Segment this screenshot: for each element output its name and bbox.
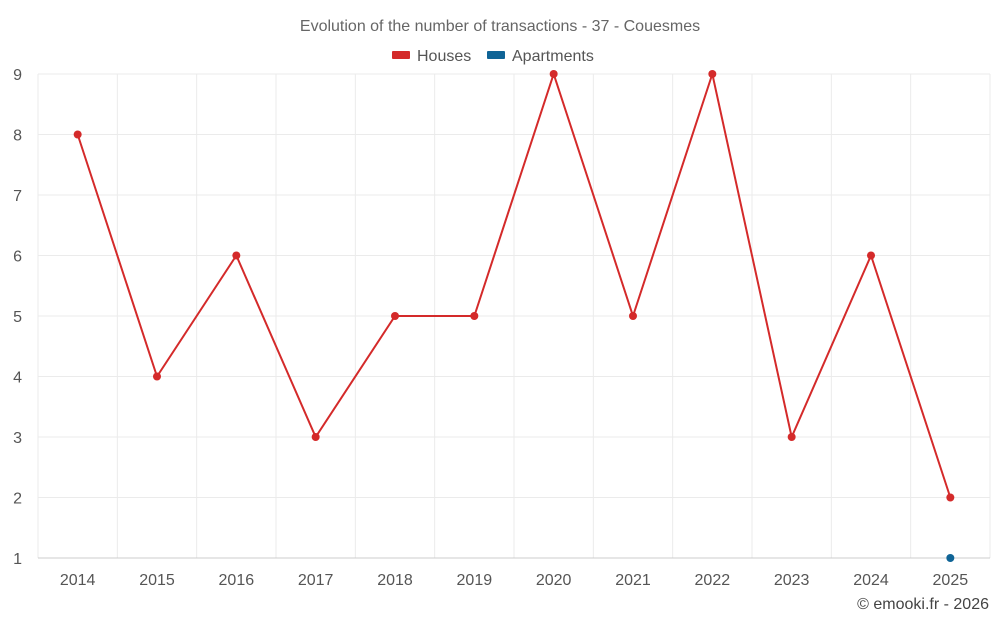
x-tick-label: 2023 xyxy=(774,572,810,589)
legend-swatch-houses xyxy=(392,51,410,59)
x-tick-label: 2017 xyxy=(298,572,334,589)
legend-item-apartments[interactable]: Apartments xyxy=(487,48,594,65)
data-point-apartments[interactable] xyxy=(946,554,955,562)
x-tick-label: 2025 xyxy=(933,572,969,589)
data-point-houses[interactable] xyxy=(787,433,796,441)
data-point-houses[interactable] xyxy=(946,493,955,502)
data-point-houses[interactable] xyxy=(311,433,320,441)
grid xyxy=(37,73,991,558)
y-tick-label: 4 xyxy=(13,370,22,387)
x-tick-label: 2014 xyxy=(60,572,96,589)
y-tick-label: 9 xyxy=(13,67,22,84)
credit-text: © emooki.fr - 2026 xyxy=(857,596,989,613)
series xyxy=(73,70,955,562)
data-point-houses[interactable] xyxy=(708,70,717,78)
data-point-houses[interactable] xyxy=(867,251,875,260)
x-tick-label: 2020 xyxy=(536,572,572,589)
data-point-houses[interactable] xyxy=(391,312,399,320)
data-point-houses[interactable] xyxy=(549,70,558,78)
data-point-houses[interactable] xyxy=(73,130,82,139)
legend-swatch-apartments xyxy=(487,51,505,59)
x-tick-label: 2022 xyxy=(695,572,731,589)
axes: 1 2 3 4 5 6 7 8 9 2014 2015 2016 2017 2018 2019 2020 202… xyxy=(13,67,990,589)
series-line-houses xyxy=(76,70,952,498)
x-tick-label: 2019 xyxy=(457,572,493,589)
y-tick-label: 1 xyxy=(13,551,22,568)
legend: Houses Apartments xyxy=(392,48,594,65)
legend-item-houses[interactable]: Houses xyxy=(392,48,471,65)
y-tick-label: 2 xyxy=(13,491,22,508)
series-houses xyxy=(73,70,955,502)
y-tick-label: 7 xyxy=(13,188,22,205)
x-tick-label: 2024 xyxy=(853,572,889,589)
data-point-houses[interactable] xyxy=(232,251,241,260)
y-tick-label: 5 xyxy=(13,309,22,326)
legend-label-houses: Houses xyxy=(417,48,471,65)
data-point-houses[interactable] xyxy=(629,312,637,320)
data-point-houses[interactable] xyxy=(470,312,479,320)
x-tick-label: 2018 xyxy=(377,572,413,589)
y-tick-label: 6 xyxy=(13,249,22,266)
legend-label-apartments: Apartments xyxy=(512,48,594,65)
chart-title: Evolution of the number of transactions … xyxy=(300,18,700,35)
x-tick-label: 2015 xyxy=(139,572,175,589)
y-tick-label: 8 xyxy=(13,128,22,145)
x-tick-label: 2016 xyxy=(219,572,255,589)
series-apartments xyxy=(946,554,955,562)
data-point-houses[interactable] xyxy=(153,372,161,381)
y-tick-label: 3 xyxy=(13,430,22,447)
x-tick-label: 2021 xyxy=(615,572,651,589)
